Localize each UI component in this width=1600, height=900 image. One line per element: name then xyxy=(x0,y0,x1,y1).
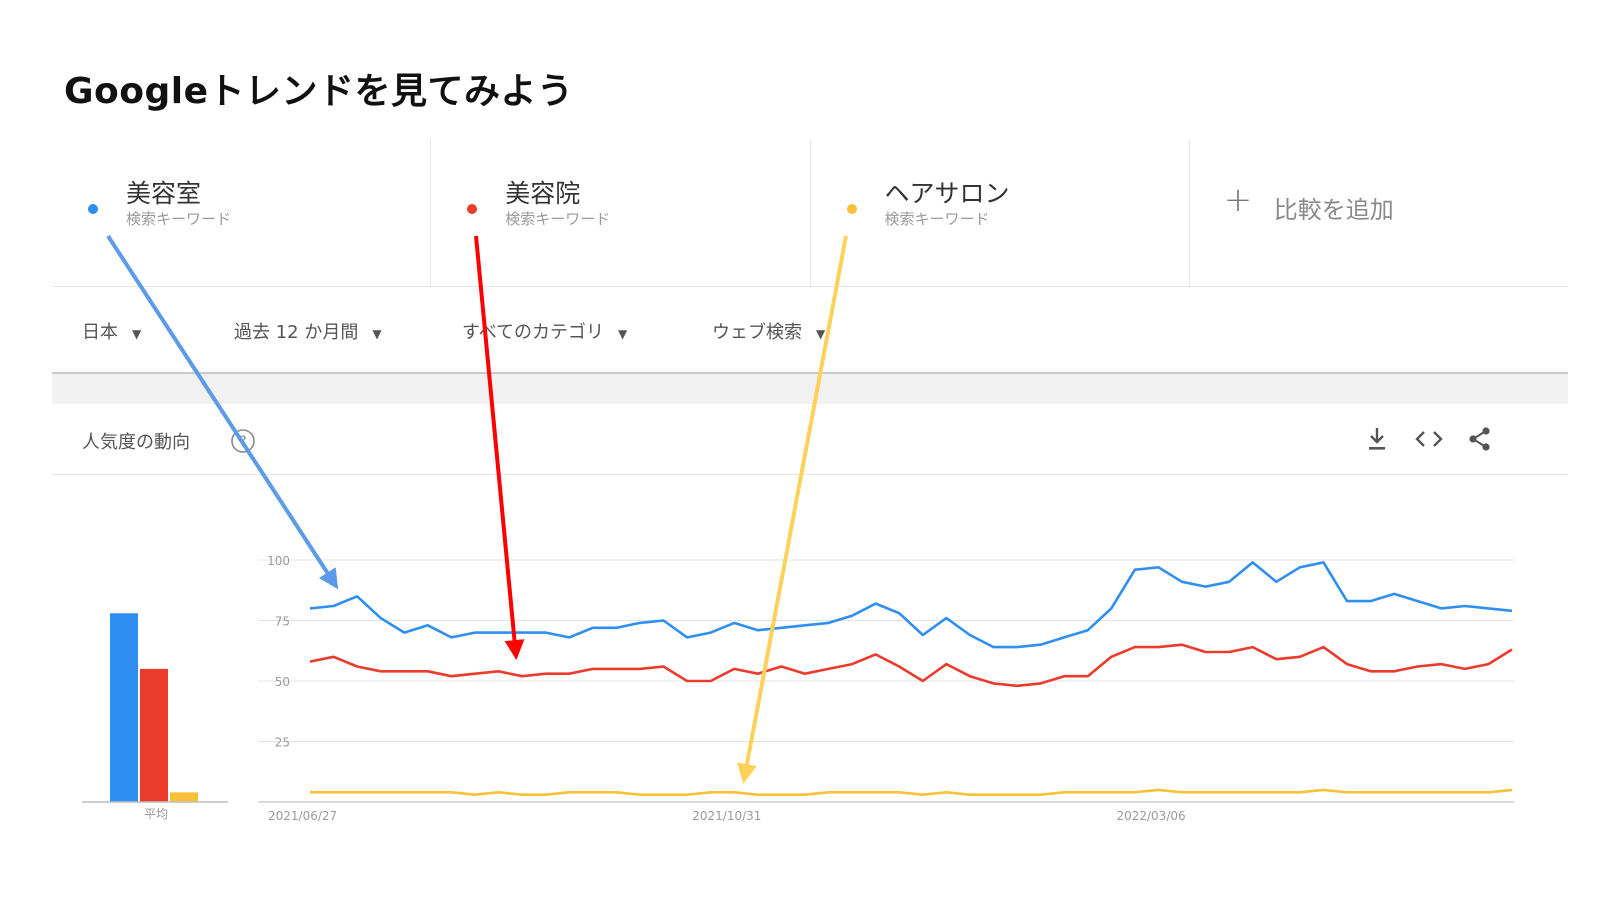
y-tick-label: 50 xyxy=(275,675,290,689)
download-icon[interactable] xyxy=(1364,425,1390,453)
chevron-down-icon: ▼ xyxy=(132,327,142,341)
category-filter[interactable]: すべてのカテゴリ ▼ xyxy=(462,318,627,344)
section-divider xyxy=(52,374,1568,404)
add-compare-label: 比較を追加 xyxy=(1273,196,1394,224)
period-filter-value: 過去 12 か月間 xyxy=(234,322,359,343)
region-filter-value: 日本 xyxy=(82,322,118,343)
chevron-down-icon: ▼ xyxy=(372,327,382,341)
keyword-type: 検索キーワード xyxy=(126,210,232,228)
series-color-dot xyxy=(88,204,98,214)
chevron-down-icon: ▼ xyxy=(816,327,826,341)
keyword-term: 美容院 xyxy=(505,179,581,208)
keyword-term: 美容室 xyxy=(126,179,202,208)
keyword-card-1[interactable]: 美容室 検索キーワード xyxy=(52,140,432,286)
keyword-card-3[interactable]: ヘアサロン 検索キーワード xyxy=(811,140,1190,286)
embed-icon[interactable] xyxy=(1414,425,1444,453)
region-filter[interactable]: 日本 ▼ xyxy=(82,318,141,344)
keyword-comparison-bar: 美容室 検索キーワード 美容院 検索キーワード ヘアサロン 検索キーワード + … xyxy=(52,140,1568,287)
y-tick-label: 75 xyxy=(275,615,290,629)
plus-icon: + xyxy=(1223,180,1253,220)
average-bar xyxy=(140,668,168,802)
keyword-type: 検索キーワード xyxy=(505,210,611,228)
x-tick-label: 2021/10/31 xyxy=(692,809,761,823)
average-bar xyxy=(170,792,198,802)
keyword-term: ヘアサロン xyxy=(884,179,1010,208)
filter-row: 日本 ▼ 過去 12 か月間 ▼ すべてのカテゴリ ▼ ウェブ検索 ▼ xyxy=(52,290,1568,374)
y-tick-label: 100 xyxy=(267,554,290,568)
help-icon[interactable]: ? xyxy=(230,428,256,454)
add-compare-button[interactable]: + 比較を追加 xyxy=(1190,140,1568,286)
keyword-type: 検索キーワード xyxy=(884,210,990,228)
search-type-filter[interactable]: ウェブ検索 ▼ xyxy=(712,318,825,344)
search-type-filter-value: ウェブ検索 xyxy=(712,322,802,343)
x-tick-label: 2022/03/06 xyxy=(1116,809,1185,823)
svg-text:?: ? xyxy=(239,434,246,450)
average-label: 平均 xyxy=(144,807,168,821)
x-tick-label: 2021/06/27 xyxy=(268,809,337,823)
chart-card-title: 人気度の動向 xyxy=(82,432,190,453)
chart-card-header: 人気度の動向 ? xyxy=(52,404,1568,475)
keyword-card-2[interactable]: 美容院 検索キーワード xyxy=(431,140,811,286)
series-line xyxy=(310,788,1513,797)
y-tick-label: 25 xyxy=(275,736,290,750)
category-filter-value: すべてのカテゴリ xyxy=(462,322,605,343)
slide-title: Googleトレンドを見てみよう xyxy=(64,71,574,112)
series-line xyxy=(309,561,1513,649)
chevron-down-icon: ▼ xyxy=(618,327,628,341)
period-filter[interactable]: 過去 12 か月間 ▼ xyxy=(234,318,382,344)
series-line xyxy=(309,643,1513,688)
average-bar xyxy=(110,613,138,802)
series-color-dot xyxy=(846,204,857,214)
share-icon[interactable] xyxy=(1466,425,1494,453)
series-color-dot xyxy=(467,204,478,214)
